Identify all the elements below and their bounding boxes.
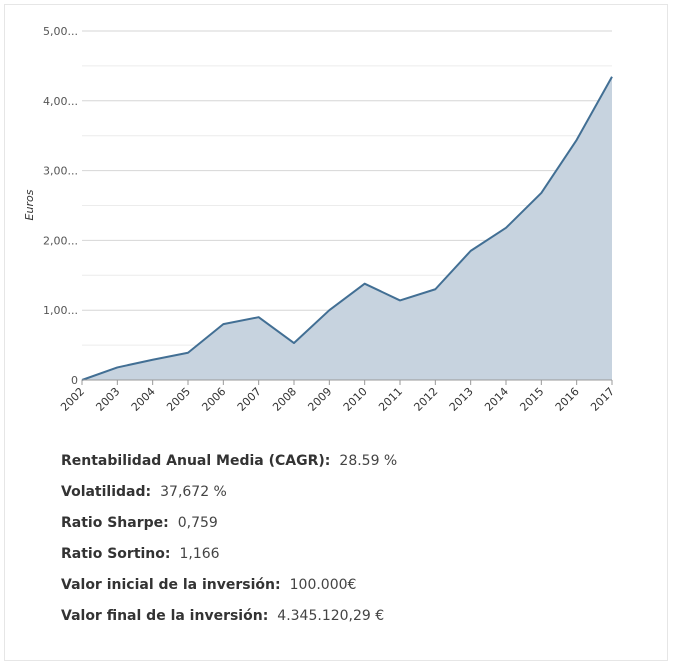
stat-value: 28.59 % [339, 453, 398, 469]
x-tick-label: 2009 [305, 385, 334, 414]
stat-value: 1,166 [179, 546, 220, 562]
x-axis-ticks: 2002 2003 2004 2005 2006 2007 2008 2009 2010 2011… [58, 380, 617, 414]
x-tick-label: 2017 [588, 385, 617, 414]
stat-value: 100.000€ [289, 577, 357, 593]
area-series [81, 76, 613, 381]
x-tick-label: 2015 [517, 385, 546, 414]
y-axis-label: Euros [23, 189, 36, 220]
series-line [81, 76, 613, 381]
area-chart: 0 1,00... 2,00... 3,00... 4,00... 5,00... 200… [23, 25, 617, 414]
stat-label: Ratio Sharpe: [61, 515, 169, 531]
stat-label: Valor inicial de la inversión: [61, 577, 281, 593]
stat-cagr: Rentabilidad Anual Media (CAGR): 28.59 % [61, 448, 621, 479]
x-tick-label: 2007 [235, 385, 264, 414]
x-tick-label: 2005 [164, 385, 193, 414]
stat-sharpe: Ratio Sharpe: 0,759 [61, 510, 621, 541]
x-tick-label: 2013 [447, 385, 476, 414]
x-tick-label: 2012 [411, 385, 440, 414]
stat-initial-value: Valor inicial de la inversión: 100.000€ [61, 572, 621, 603]
stat-label: Valor final de la inversión: [61, 608, 269, 624]
area-fill [82, 76, 612, 380]
stat-volatility: Volatilidad: 37,672 % [61, 479, 621, 510]
stat-sortino: Ratio Sortino: 1,166 [61, 541, 621, 572]
x-tick-label: 2003 [93, 385, 122, 414]
y-tick-label: 1,00... [43, 304, 78, 317]
y-tick-label: 2,00... [43, 234, 78, 247]
stat-label: Ratio Sortino: [61, 546, 171, 562]
y-tick-label: 4,00... [43, 95, 78, 108]
x-tick-label: 2006 [199, 385, 228, 414]
stat-label: Volatilidad: [61, 484, 152, 500]
stat-value: 0,759 [177, 515, 218, 531]
x-tick-label: 2008 [270, 385, 299, 414]
stats-panel: Rentabilidad Anual Media (CAGR): 28.59 % … [61, 448, 621, 634]
y-tick-label: 5,00... [43, 25, 78, 38]
x-tick-label: 2016 [553, 385, 582, 414]
x-tick-label: 2004 [129, 385, 158, 414]
y-tick-label: 3,00... [43, 165, 78, 178]
stat-value: 4.345.120,29 € [277, 608, 385, 624]
y-axis-ticks: 0 1,00... 2,00... 3,00... 4,00... 5,00... [43, 25, 78, 387]
x-tick-label: 2014 [482, 385, 511, 414]
x-tick-label: 2011 [376, 385, 405, 414]
stat-final-value: Valor final de la inversión: 4.345.120,29… [61, 603, 621, 634]
x-tick-label: 2002 [58, 385, 87, 414]
y-tick-label: 0 [71, 374, 78, 387]
stat-value: 37,672 % [160, 484, 227, 500]
x-tick-label: 2010 [341, 385, 370, 414]
stat-label: Rentabilidad Anual Media (CAGR): [61, 453, 331, 469]
